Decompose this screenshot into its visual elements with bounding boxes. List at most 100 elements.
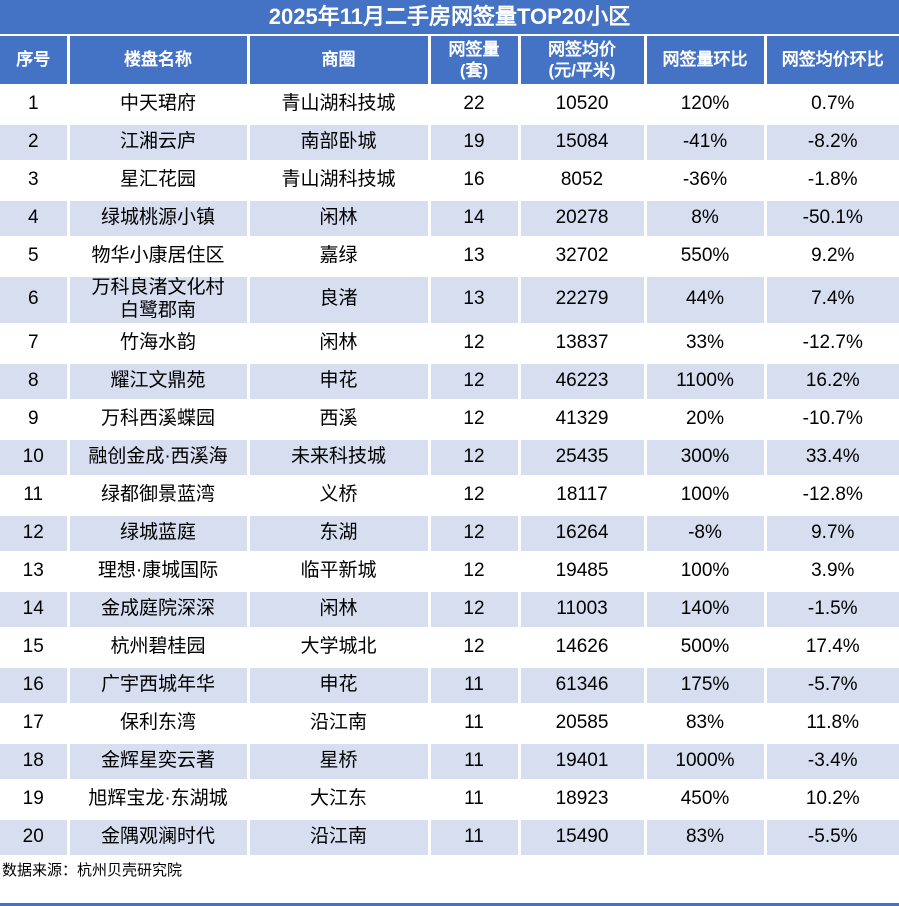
cell-price-mom: 0.7% bbox=[763, 84, 899, 125]
cell-avg-price: 13837 bbox=[517, 322, 647, 364]
cell-district: 东湖 bbox=[246, 512, 431, 554]
cell-price-mom: -3.4% bbox=[763, 740, 899, 782]
cell-district: 义桥 bbox=[246, 474, 431, 516]
cell-name: 星汇花园 bbox=[66, 160, 250, 201]
page-title: 2025年11月二手房网签量TOP20小区 bbox=[0, 0, 899, 34]
bottom-divider bbox=[0, 903, 899, 906]
cell-district: 大学城北 bbox=[246, 626, 431, 668]
cell-price-mom: -8.2% bbox=[763, 122, 899, 163]
cell-rank: 5 bbox=[0, 236, 70, 277]
cell-volume: 19 bbox=[427, 122, 521, 163]
cell-district: 闲林 bbox=[246, 322, 431, 364]
cell-volume-mom: 300% bbox=[643, 436, 767, 478]
cell-district: 大江东 bbox=[246, 778, 431, 820]
cell-name: 金隅观澜时代 bbox=[66, 816, 250, 855]
cell-price-mom: -5.5% bbox=[763, 816, 899, 855]
table-row: 9 万科西溪蝶园 西溪 12 41329 20% -10.7% bbox=[0, 398, 899, 440]
cell-volume: 12 bbox=[427, 474, 521, 516]
cell-name: 物华小康居住区 bbox=[66, 236, 250, 277]
cell-volume-mom: 550% bbox=[643, 236, 767, 277]
cell-avg-price: 15490 bbox=[517, 816, 647, 855]
cell-district: 西溪 bbox=[246, 398, 431, 440]
cell-price-mom: -1.8% bbox=[763, 160, 899, 201]
cell-avg-price: 11003 bbox=[517, 588, 647, 630]
table-row: 3 星汇花园 青山湖科技城 16 8052 -36% -1.8% bbox=[0, 160, 899, 201]
cell-volume-mom: 100% bbox=[643, 550, 767, 592]
cell-volume: 12 bbox=[427, 588, 521, 630]
cell-volume-mom: 1100% bbox=[643, 360, 767, 402]
cell-district: 嘉绿 bbox=[246, 236, 431, 277]
table-row: 1 中天珺府 青山湖科技城 22 10520 120% 0.7% bbox=[0, 84, 899, 125]
cell-volume-mom: 120% bbox=[643, 84, 767, 125]
cell-price-mom: -5.7% bbox=[763, 664, 899, 706]
cell-district: 临平新城 bbox=[246, 550, 431, 592]
cell-volume: 11 bbox=[427, 664, 521, 706]
cell-price-mom: 9.7% bbox=[763, 512, 899, 554]
table-row: 4 绿城桃源小镇 闲林 14 20278 8% -50.1% bbox=[0, 198, 899, 239]
cell-price-mom: 17.4% bbox=[763, 626, 899, 668]
cell-district: 星桥 bbox=[246, 740, 431, 782]
cell-volume-mom: 8% bbox=[643, 198, 767, 239]
cell-volume: 12 bbox=[427, 360, 521, 402]
source-note: 数据来源：杭州贝壳研究院 bbox=[2, 861, 183, 879]
table-row: 16 广宇西城年华 申花 11 61346 175% -5.7% bbox=[0, 664, 899, 706]
cell-name: 中天珺府 bbox=[66, 84, 250, 125]
cell-district: 申花 bbox=[246, 664, 431, 706]
cell-volume: 11 bbox=[427, 702, 521, 744]
cell-name: 万科良渚文化村 白鹭郡南 bbox=[66, 274, 250, 326]
cell-rank: 10 bbox=[0, 436, 70, 478]
header-district: 商圈 bbox=[246, 36, 431, 87]
cell-district: 南部卧城 bbox=[246, 122, 431, 163]
cell-name: 保利东湾 bbox=[66, 702, 250, 744]
cell-price-mom: 33.4% bbox=[763, 436, 899, 478]
cell-name: 杭州碧桂园 bbox=[66, 626, 250, 668]
table-row: 10 融创金成·西溪海 未来科技城 12 25435 300% 33.4% bbox=[0, 436, 899, 478]
cell-avg-price: 20278 bbox=[517, 198, 647, 239]
cell-name: 绿城桃源小镇 bbox=[66, 198, 250, 239]
cell-avg-price: 14626 bbox=[517, 626, 647, 668]
cell-district: 申花 bbox=[246, 360, 431, 402]
cell-rank: 15 bbox=[0, 626, 70, 668]
cell-volume: 13 bbox=[427, 274, 521, 326]
cell-volume-mom: 83% bbox=[643, 816, 767, 855]
cell-price-mom: -10.7% bbox=[763, 398, 899, 440]
cell-avg-price: 46223 bbox=[517, 360, 647, 402]
cell-price-mom: 10.2% bbox=[763, 778, 899, 820]
cell-district: 青山湖科技城 bbox=[246, 160, 431, 201]
cell-name: 万科西溪蝶园 bbox=[66, 398, 250, 440]
cell-rank: 3 bbox=[0, 160, 70, 201]
cell-volume: 12 bbox=[427, 398, 521, 440]
cell-volume-mom: 33% bbox=[643, 322, 767, 364]
cell-volume-mom: 1000% bbox=[643, 740, 767, 782]
cell-name: 旭辉宝龙·东湖城 bbox=[66, 778, 250, 820]
cell-name: 绿都御景蓝湾 bbox=[66, 474, 250, 516]
cell-name: 竹海水韵 bbox=[66, 322, 250, 364]
cell-rank: 1 bbox=[0, 84, 70, 125]
cell-avg-price: 8052 bbox=[517, 160, 647, 201]
cell-rank: 13 bbox=[0, 550, 70, 592]
table-row: 7 竹海水韵 闲林 12 13837 33% -12.7% bbox=[0, 322, 899, 364]
cell-volume-mom: 20% bbox=[643, 398, 767, 440]
cell-rank: 14 bbox=[0, 588, 70, 630]
cell-district: 闲林 bbox=[246, 198, 431, 239]
cell-price-mom: -12.7% bbox=[763, 322, 899, 364]
cell-price-mom: 3.9% bbox=[763, 550, 899, 592]
cell-volume: 22 bbox=[427, 84, 521, 125]
cell-volume: 11 bbox=[427, 778, 521, 820]
table-row: 19 旭辉宝龙·东湖城 大江东 11 18923 450% 10.2% bbox=[0, 778, 899, 820]
cell-name: 融创金成·西溪海 bbox=[66, 436, 250, 478]
cell-name: 耀江文鼎苑 bbox=[66, 360, 250, 402]
cell-rank: 17 bbox=[0, 702, 70, 744]
cell-district: 青山湖科技城 bbox=[246, 84, 431, 125]
header-name: 楼盘名称 bbox=[66, 36, 250, 87]
table-row: 8 耀江文鼎苑 申花 12 46223 1100% 16.2% bbox=[0, 360, 899, 402]
cell-rank: 2 bbox=[0, 122, 70, 163]
table-row: 15 杭州碧桂园 大学城北 12 14626 500% 17.4% bbox=[0, 626, 899, 668]
cell-district: 沿江南 bbox=[246, 816, 431, 855]
table-row: 2 江湘云庐 南部卧城 19 15084 -41% -8.2% bbox=[0, 122, 899, 163]
cell-district: 未来科技城 bbox=[246, 436, 431, 478]
table-header-row: 序号 楼盘名称 商圈 网签量 (套) 网签均价 (元/平米) 网签量环比 网签均… bbox=[0, 36, 899, 87]
cell-avg-price: 25435 bbox=[517, 436, 647, 478]
header-rank: 序号 bbox=[0, 36, 70, 87]
table-row: 6 万科良渚文化村 白鹭郡南 良渚 13 22279 44% 7.4% bbox=[0, 274, 899, 326]
